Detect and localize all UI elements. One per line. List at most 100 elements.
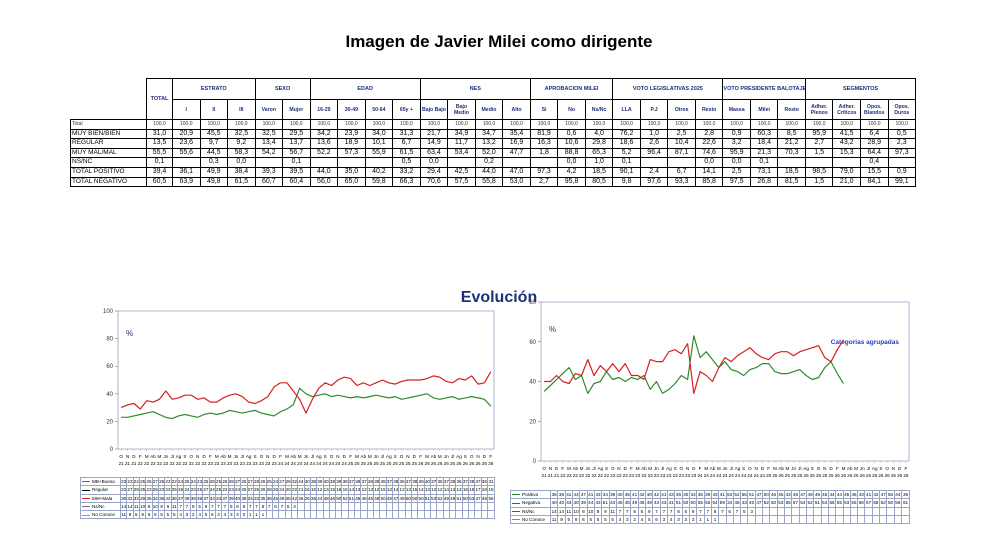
data-value: 43 [659, 498, 669, 508]
data-value: 4 [666, 514, 676, 525]
data-value: 25 [151, 485, 159, 495]
data-value: 33 [252, 493, 261, 503]
data-value [849, 514, 859, 525]
data-value [776, 514, 786, 525]
data-value: 12 [373, 485, 381, 495]
data-value: 32 [290, 476, 299, 487]
data-value: 35 [549, 489, 559, 500]
x-tick-label: D [692, 466, 696, 471]
x-tick-year: 24 [278, 461, 284, 466]
data-value: 26 [221, 476, 229, 487]
x-tick-label: M [580, 466, 584, 471]
x-tick-year: 26 [488, 461, 494, 466]
data-value: 16 [335, 485, 343, 495]
data-value: 38 [328, 476, 337, 487]
x-tick-year: 23 [221, 461, 227, 466]
data-value: 27 [278, 476, 286, 487]
data-value: 36 [309, 493, 318, 503]
data-value: 52 [732, 489, 742, 500]
x-tick-label: Jn [233, 454, 238, 459]
sub-header: Varon [254, 99, 284, 120]
data-value: 45 [623, 498, 632, 508]
data-value: 46 [791, 489, 800, 500]
data-value: 57 [864, 498, 873, 508]
x-tick-label: F [489, 454, 492, 459]
x-tick-year: 25 [405, 461, 411, 466]
data-value: 27 [202, 485, 210, 495]
data-value: 49 [442, 493, 451, 503]
x-tick-year: 25 [361, 461, 367, 466]
data-value: 21 [297, 485, 305, 495]
x-tick-label: Jl [381, 454, 384, 459]
data-value: 24 [189, 476, 197, 487]
data-value: 9 [571, 514, 581, 525]
x-tick-year: 26 [418, 461, 424, 466]
data-value: 36 [455, 476, 463, 487]
x-tick-label: F [279, 454, 282, 459]
data-value: 50 [404, 493, 413, 503]
data-value: 25 [138, 476, 147, 487]
data-value: 43 [710, 489, 720, 500]
data-value: 43 [652, 498, 661, 508]
data-value: 39 [189, 493, 197, 503]
x-tick-label: M [285, 454, 289, 459]
x-tick-label: M [648, 466, 652, 471]
data-value: 24 [271, 476, 280, 487]
data-value [783, 506, 793, 516]
data-value: 40 [233, 493, 242, 503]
x-tick-year: 22 [201, 461, 207, 466]
data-value: 9 [688, 506, 698, 516]
x-tick-year: 22 [189, 461, 195, 466]
data-value: 44 [835, 489, 844, 500]
data-value: 26 [259, 485, 267, 495]
x-tick-label: S [464, 454, 467, 459]
x-tick-label: S [324, 454, 327, 459]
page-title: Imagen de Javier Milei como dirigente [345, 32, 653, 51]
x-tick-year: 25 [380, 461, 386, 466]
data-value: 15 [379, 485, 387, 495]
data-value: 53 [430, 493, 438, 503]
data-value: 43 [857, 489, 866, 500]
data-value [842, 514, 851, 525]
x-tick-year: 23 [685, 473, 691, 478]
x-tick-year: 21 [542, 473, 548, 478]
data-value: 41 [864, 489, 873, 500]
legend-label: No Conoce [522, 517, 545, 523]
data-value: 43 [593, 498, 603, 508]
data-value: 7 [666, 506, 676, 516]
data-value: 51 [347, 493, 356, 503]
plot-frame [117, 310, 495, 450]
x-tick-year: 26 [437, 461, 443, 466]
data-value: 40 [681, 489, 690, 500]
data-value: 44 [586, 498, 595, 508]
data-value: 13 [455, 485, 463, 495]
data-value: 44 [827, 489, 837, 500]
sub-header: Bajo Medio [447, 99, 476, 120]
data-value: 25 [214, 485, 223, 495]
legend-label: Negativa [522, 500, 541, 506]
data-value: 12 [316, 485, 324, 495]
data-value: 50 [681, 498, 690, 508]
x-tick-label: D [413, 454, 417, 459]
table-corner [70, 78, 147, 120]
x-tick-year: 23 [629, 473, 635, 478]
data-value: 11 [119, 510, 128, 520]
legend-swatch [512, 494, 520, 496]
x-tick-label: Jn [163, 454, 168, 459]
x-tick-year: 24 [747, 473, 753, 478]
data-value [857, 514, 866, 525]
legend-swatch [82, 498, 90, 500]
data-value [901, 506, 910, 516]
data-value [813, 514, 822, 525]
x-tick-label: F [139, 454, 142, 459]
data-value [820, 514, 829, 525]
x-tick-label: Ab [710, 466, 716, 471]
x-tick-label: S [742, 466, 745, 471]
data-value: 40 [423, 476, 432, 487]
data-value: 12 [430, 485, 438, 495]
data-value: 39 [901, 489, 910, 500]
data-value: 36 [195, 493, 204, 503]
x-tick-year: 22 [195, 461, 201, 466]
x-tick-year: 26 [872, 473, 878, 478]
x-tick-year: 25 [804, 473, 810, 478]
